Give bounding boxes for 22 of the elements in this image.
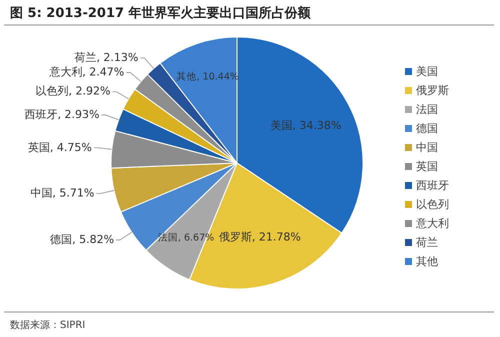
data-label: 德国, 5.82% [50, 232, 114, 246]
data-label: 西班牙, 2.93% [24, 108, 100, 121]
data-label: 英国, 4.75% [28, 140, 92, 154]
legend-label: 其他 [416, 255, 438, 268]
legend-label: 中国 [416, 141, 438, 154]
data-label: 俄罗斯, 21.78% [218, 230, 301, 244]
data-label: 以色列, 2.92% [36, 84, 110, 98]
legend-label: 荷兰 [416, 236, 438, 250]
legend-label: 法国 [416, 103, 438, 116]
legend-label: 英国 [416, 160, 438, 174]
data-label: 荷兰, 2.13% [74, 51, 138, 64]
legend-label: 俄罗斯 [416, 84, 449, 98]
legend-label: 以色列 [416, 198, 449, 212]
legend-label: 德国 [416, 122, 438, 136]
legend-label: 意大利 [415, 217, 449, 230]
legend-label: 美国 [416, 65, 438, 78]
data-label: 意大利, 2.47% [48, 65, 124, 78]
data-label: 美国, 34.38% [270, 119, 342, 132]
data-label: 中国, 5.71% [30, 186, 94, 200]
chart-title: 图 5: 2013-2017 年世界军火主要出口国所占份额 [10, 5, 312, 21]
source-note: 数据来源：SIPRI [10, 319, 86, 331]
legend-label: 西班牙 [416, 179, 449, 192]
